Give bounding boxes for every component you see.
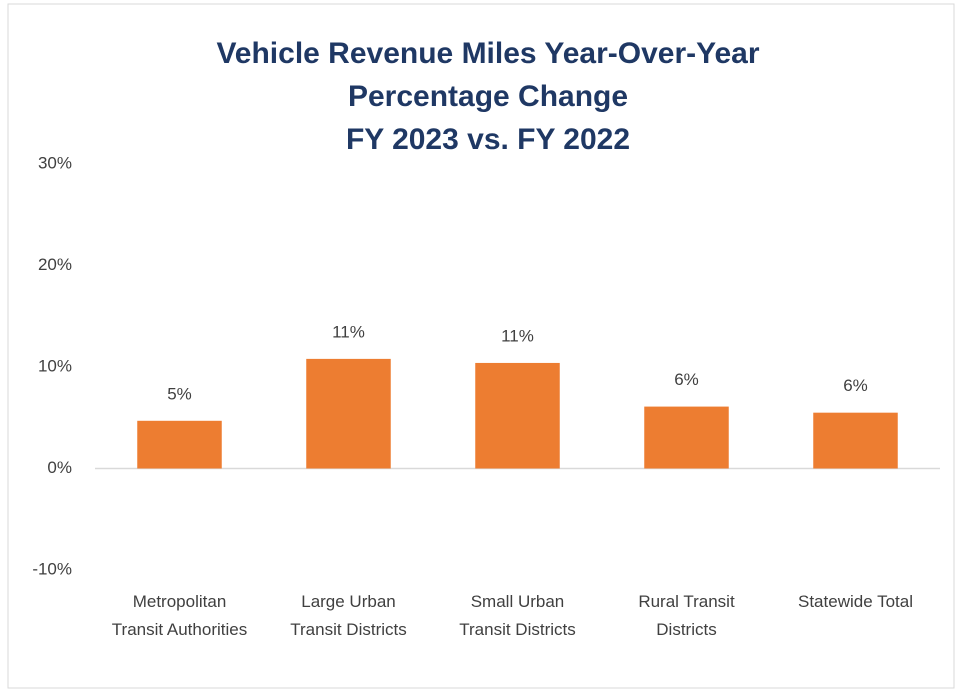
bar <box>644 406 729 469</box>
data-label: 11% <box>332 322 365 341</box>
chart-border <box>7 3 955 689</box>
y-tick-label: 20% <box>38 255 72 274</box>
x-tick-label: Rural Transit Districts <box>638 592 735 639</box>
y-tick-label: 0% <box>47 458 72 477</box>
bar <box>137 420 222 469</box>
chart-title: Percentage Change <box>348 80 628 113</box>
y-tick-label: 10% <box>38 356 72 375</box>
chart-title: FY 2023 vs. FY 2022 <box>346 123 630 156</box>
data-label: 6% <box>843 376 868 395</box>
x-tick-label: Large Urban Transit Districts <box>290 592 407 639</box>
data-label: 11% <box>501 326 534 345</box>
data-label: 5% <box>167 384 192 403</box>
x-tick-label: Statewide Total <box>798 592 913 611</box>
y-tick-label: 30% <box>38 153 72 172</box>
bar <box>813 412 898 469</box>
data-label: 6% <box>674 370 699 389</box>
chart-title: Vehicle Revenue Miles Year-Over-Year <box>216 37 759 70</box>
bar <box>475 362 560 469</box>
bar <box>306 358 391 469</box>
y-tick-label: -10% <box>32 559 72 578</box>
x-tick-label: Metropolitan Transit Authorities <box>111 592 248 639</box>
x-tick-label: Small Urban Transit Districts <box>459 592 576 639</box>
